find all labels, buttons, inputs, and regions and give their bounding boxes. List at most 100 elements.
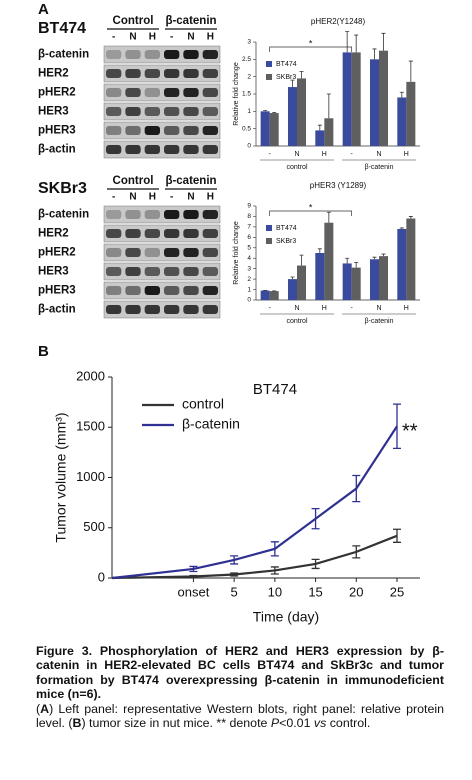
bar — [342, 52, 352, 146]
blot-band — [125, 286, 141, 295]
y-tick-label: 8 — [247, 213, 251, 220]
group-label: β-catenin — [165, 175, 216, 187]
error-bar — [311, 508, 320, 530]
figure-panels: A B BT474 Control β-catenin - N H - N Hβ-catenin… — [38, 1, 420, 625]
y-axis-label: Relative fold change — [233, 221, 240, 285]
blot-band — [183, 145, 199, 154]
error-bar — [270, 566, 279, 575]
blot-strip — [103, 300, 221, 319]
bar — [297, 265, 307, 300]
x-tick-label: 15 — [308, 584, 322, 599]
chart-title: BT474 — [253, 381, 297, 398]
blot-strip — [103, 83, 221, 102]
blot-band — [106, 69, 122, 78]
error-bar — [354, 262, 359, 268]
blot-row-label: HER2 — [38, 228, 69, 240]
blot-band — [202, 126, 218, 135]
blot-strip — [103, 45, 221, 64]
y-tick-label: 1000 — [76, 469, 105, 484]
error-bar — [381, 253, 386, 257]
legend-swatch — [266, 61, 272, 67]
y-tick-label: 1500 — [76, 419, 105, 434]
error-bar — [189, 565, 198, 573]
caption: Figure 3. Phosphorylation of HER2 and HE… — [36, 644, 444, 730]
x-tick-label: - — [268, 151, 271, 158]
lane-label: N — [187, 192, 194, 203]
error-bar — [290, 79, 295, 88]
x-axis-label: Time (day) — [253, 609, 319, 625]
caption-text: ( — [36, 701, 41, 716]
error-bar — [408, 216, 413, 219]
lane-label: H — [149, 192, 156, 203]
legend-swatch — [266, 225, 272, 231]
caption-text: vs — [313, 716, 327, 731]
error-bar — [352, 474, 361, 503]
bar — [351, 52, 361, 146]
x-tick-label: N — [376, 305, 381, 312]
blot-band — [106, 229, 122, 238]
lane-label: N — [129, 32, 136, 43]
x-tick-label: 20 — [349, 584, 363, 599]
error-bar — [345, 31, 350, 53]
blot-band — [183, 88, 199, 97]
caption-text: P — [270, 716, 280, 731]
blot-band — [202, 286, 218, 295]
bar — [379, 256, 389, 300]
group-label: β-catenin — [165, 15, 216, 27]
caption-text: ) Left panel: representative Western blo… — [36, 701, 444, 731]
y-tick-label: 1.5 — [242, 91, 251, 98]
blot-band — [144, 50, 160, 59]
blot-band — [144, 267, 160, 276]
bar — [269, 291, 279, 300]
x-tick-label: 5 — [231, 584, 238, 599]
x-tick-label: H — [404, 151, 409, 158]
error-bar — [354, 34, 359, 53]
x-tick-label: N — [376, 151, 381, 158]
y-tick-label: 2 — [247, 276, 251, 283]
group-label: Control — [113, 175, 154, 187]
group-label: control — [286, 164, 307, 171]
error-bar — [290, 276, 295, 280]
blot-band — [202, 210, 218, 219]
chart-title: pHER2(Y1248) — [311, 17, 366, 26]
blot-band — [202, 145, 218, 154]
blot-row-label: pHER2 — [38, 247, 76, 259]
blot-band — [183, 286, 199, 295]
legend-label: BT474 — [276, 225, 297, 232]
blot-band — [183, 210, 199, 219]
y-tick-label: 3 — [247, 265, 251, 272]
blot-band — [106, 210, 122, 219]
significance-mark: * — [309, 38, 313, 48]
blot-band — [164, 107, 180, 116]
lane-label: N — [129, 192, 136, 203]
blot-row-label: HER3 — [38, 106, 69, 118]
panel-label: B — [38, 343, 49, 360]
x-tick-label: 25 — [390, 584, 404, 599]
blot-strip — [103, 243, 221, 262]
x-tick-label: onset — [178, 584, 210, 599]
blot-band — [125, 248, 141, 257]
blot-row-label: HER3 — [38, 266, 69, 278]
bar — [315, 253, 325, 300]
blot-band — [202, 88, 218, 97]
bar — [269, 113, 279, 146]
blot-band — [144, 126, 160, 135]
blot-band — [106, 286, 122, 295]
blot-strip — [103, 121, 221, 140]
blot-band — [144, 145, 160, 154]
y-tick-label: 2 — [247, 73, 251, 80]
y-tick-label: 0 — [247, 143, 251, 150]
blot-strip — [103, 64, 221, 83]
caption-text: control. — [326, 716, 371, 731]
blot-row-label: β-catenin — [38, 49, 89, 61]
y-tick-label: 0 — [98, 569, 105, 584]
error-bar — [399, 227, 404, 229]
error-bar — [263, 110, 268, 112]
lane-label: N — [187, 32, 194, 43]
blot-band — [125, 305, 141, 314]
blot-row-label: β-actin — [38, 144, 76, 156]
blot-band — [106, 145, 122, 154]
error-bar — [345, 257, 350, 264]
error-bar — [372, 48, 377, 60]
legend-label: control — [182, 396, 224, 412]
